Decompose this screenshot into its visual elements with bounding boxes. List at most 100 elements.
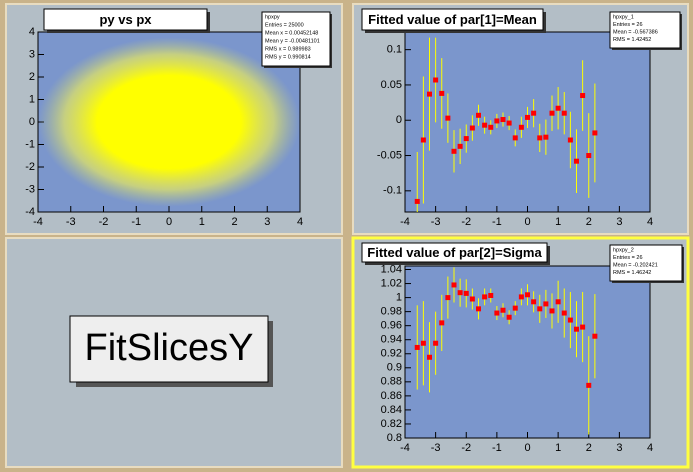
y-tick-label: 0.98 [381,306,402,318]
x-tick-label: 2 [231,216,237,228]
point [543,134,549,140]
x-tick-label: 4 [647,442,653,454]
y-tick-label: 2 [29,71,35,83]
point [561,310,567,316]
point [500,117,506,123]
x-tick-label: -1 [492,442,502,454]
y-tick-label: 1.02 [381,277,402,289]
stats-line: Entries = 25000 [265,22,304,28]
stats-box [261,11,331,67]
point [574,326,579,332]
x-tick-label: 3 [616,442,622,454]
point [463,136,469,142]
title-box [361,242,548,263]
y-tick-label: 0.86 [381,390,402,402]
point-cloud [38,37,300,207]
y-tick-label: 1 [29,93,35,105]
point [525,114,530,120]
text-box-label: FitSlicesY [85,327,254,369]
point [414,198,420,204]
stats-line: Entries = 26 [613,22,643,28]
point [555,299,561,305]
point [518,124,524,130]
y-tick-label: 1.04 [381,263,402,275]
point [433,340,439,346]
x-tick-label: 2 [586,442,592,454]
y-tick-label: 0.94 [381,334,402,346]
point [537,135,543,141]
x-tick-label: 1 [555,442,561,454]
x-tick-label: 4 [647,216,653,228]
point [451,148,457,154]
point [451,282,457,288]
y-tick-label: 0.88 [381,376,402,388]
point [500,307,506,313]
point [482,122,488,128]
x-tick-label: -3 [66,216,76,228]
point [427,354,432,360]
y-tick-label: 0.96 [381,320,402,332]
point [549,308,555,314]
y-tick-label: -3 [25,183,35,195]
point [561,110,567,116]
point [445,115,451,121]
point [592,333,598,339]
stats-line: Entries = 26 [613,255,643,261]
x-tick-label: 1 [555,216,561,228]
y-tick-label: 4 [29,26,35,38]
x-tick-label: -2 [99,216,109,228]
text-box [69,315,269,383]
point [476,112,481,118]
x-tick-label: 0 [524,442,530,454]
stats-line: hpxpy [265,14,280,20]
point [482,294,488,300]
point [457,290,463,296]
title-box [361,8,544,31]
x-tick-label: 1 [199,216,205,228]
stats-line: Mean = -0.202421 [613,262,658,268]
y-tick-label: -0.1 [383,185,402,197]
x-tick-label: 0 [524,216,530,228]
point [469,125,475,131]
title: Fitted value of par[1]=Mean [368,12,537,27]
x-tick-label: 0 [166,216,172,228]
point [592,130,598,136]
stats-line: hpxpy_2 [613,247,634,253]
point [512,135,518,141]
stats-line: hpxpy_1 [613,14,634,20]
y-tick-label: -4 [25,206,35,218]
point [457,143,463,149]
point [469,296,475,302]
point [531,110,537,116]
y-tick-label: 0.92 [381,348,402,360]
point [518,294,524,300]
point [512,305,518,311]
point [531,299,537,305]
point [567,317,573,323]
point [439,320,445,326]
y-tick-label: 0 [396,114,402,126]
point [420,340,426,346]
point [420,137,426,143]
title: py vs px [99,12,152,27]
point [476,306,481,312]
point [586,382,592,388]
y-tick-label: 1 [396,291,402,303]
x-tick-label: 4 [297,216,303,228]
point [543,301,549,307]
stats-box [609,244,683,282]
point [494,310,500,316]
x-tick-label: -2 [461,216,471,228]
y-tick-label: 0.8 [387,432,402,444]
point [414,344,420,350]
point [506,120,512,126]
point [445,295,451,301]
title-box [43,8,208,31]
point [567,137,573,143]
y-tick-label: 0.05 [381,79,402,91]
point [463,290,469,296]
x-tick-label: 3 [264,216,270,228]
y-tick-label: 0.82 [381,418,402,430]
point [537,306,543,312]
y-tick-label: 0 [29,116,35,128]
